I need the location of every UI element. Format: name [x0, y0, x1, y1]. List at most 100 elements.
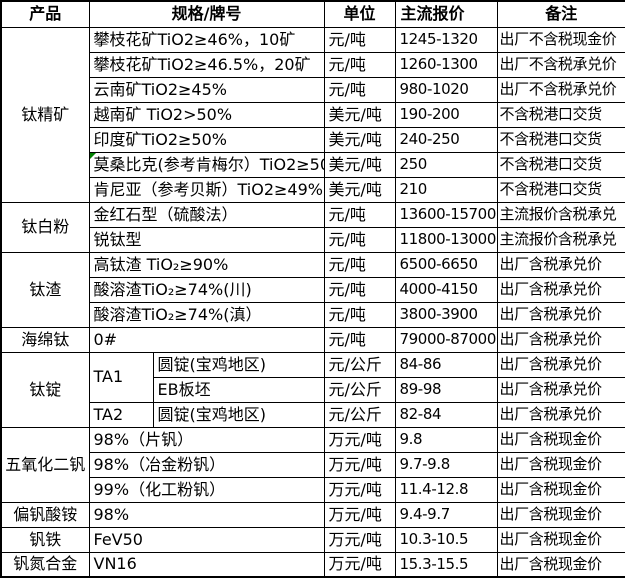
unit-cell: 美元/吨 [323, 151, 396, 178]
header-unit: 单位 [323, 0, 396, 28]
spec-cell: 越南矿 TiO2>50% [88, 101, 325, 128]
unit-cell: 美元/吨 [323, 126, 396, 153]
spec-cell: 印度矿TiO2≥50% [88, 126, 325, 153]
price-cell: 250 [394, 151, 498, 178]
price-cell: 9.4-9.7 [394, 501, 498, 528]
table-row: 海绵钛 0# 元/吨 79000-87000 出厂含税承兑价 [0, 326, 625, 353]
table-row: 钛锭 TA1 圆锭(宝鸡地区) 元/公斤 84-86 出厂含税承兑价 [0, 351, 625, 428]
product-cell: 偏钒酸铵 [0, 501, 90, 528]
product-cell: 海绵钛 [0, 326, 90, 353]
product-cell: 钛渣 [0, 251, 90, 328]
price-cell: 240-250 [394, 126, 498, 153]
spec-cell: 98% [88, 501, 325, 528]
spec-cell: 圆锭(宝鸡地区) [152, 401, 325, 428]
table-row: EB板坯 元/公斤 89-98 出厂含税承兑价 [1, 376, 625, 403]
table-row: 印度矿TiO2≥50% 美元/吨 240-250 不含税港口交货 [1, 126, 625, 153]
note-cell: 出厂不含税现金价 [496, 26, 625, 53]
price-cell: 9.8 [394, 426, 498, 453]
spec-cell: 金红石型（硫酸法） [88, 201, 325, 228]
unit-cell: 万元/吨 [323, 501, 396, 528]
price-cell: 82-84 [394, 401, 498, 428]
table-row: 莫桑比克(参考肯梅尔）TiO2≥50% 美元/吨 250 不含税港口交货 [1, 151, 625, 178]
unit-cell: 万元/吨 [323, 451, 396, 478]
price-cell: 11.4-12.8 [394, 476, 498, 503]
unit-cell: 元/公斤 [323, 351, 396, 378]
header-price: 主流报价 [394, 0, 498, 28]
price-cell: 210 [394, 176, 498, 203]
header-spec: 规格/牌号 [88, 0, 325, 28]
unit-cell: 万元/吨 [323, 551, 396, 578]
price-cell: 1245-1320 [394, 26, 498, 53]
header-note: 备注 [496, 0, 625, 28]
note-cell: 出厂含税承兑价 [496, 376, 625, 403]
table-row: 钛精矿 攀枝花矿TiO2≥46%，10矿 元/吨 1245-1320 出厂不含税… [0, 26, 625, 203]
unit-cell: 元/吨 [323, 276, 396, 303]
header-product: 产品 [0, 0, 90, 28]
unit-cell: 元/吨 [323, 301, 396, 328]
unit-cell: 美元/吨 [323, 176, 396, 203]
note-cell: 不含税港口交货 [496, 151, 625, 178]
spec-cell: 酸溶渣TiO₂≥74%(川) [88, 276, 325, 303]
header-row: 产品 规格/牌号 单位 主流报价 备注 [0, 0, 625, 28]
spec-cell: 0# [88, 326, 325, 353]
unit-cell: 万元/吨 [323, 426, 396, 453]
spec-cell: FeV50 [88, 526, 325, 553]
note-cell: 出厂含税现金价 [496, 551, 625, 578]
spec-cell: 锐钛型 [88, 226, 325, 253]
unit-cell: 元/吨 [323, 326, 396, 353]
note-cell: 出厂含税现金价 [496, 451, 625, 478]
table-row: 越南矿 TiO2>50% 美元/吨 190-200 不含税港口交货 [1, 101, 625, 128]
price-cell: 190-200 [394, 101, 498, 128]
spec-cell: 云南矿TiO2≥45% [88, 76, 325, 103]
product-cell: 钛锭 [0, 351, 90, 428]
note-cell: 出厂含税现金价 [496, 501, 625, 528]
price-cell: 1260-1300 [394, 51, 498, 78]
product-cell: 钛白粉 [0, 201, 90, 253]
spec-cell: 攀枝花矿TiO2≥46%，10矿 [88, 26, 325, 53]
price-cell: 980-1020 [394, 76, 498, 103]
note-cell: 主流报价含税承兑 [496, 201, 625, 228]
note-cell: 出厂不含税承兑价 [496, 76, 625, 103]
note-cell: 出厂含税承兑价 [496, 251, 625, 278]
table-row: 酸溶渣TiO₂≥74%(滇） 元/吨 3800-3900 出厂含税承兑价 [1, 301, 625, 328]
table-row: 钛渣 高钛渣 TiO₂≥90% 元/吨 6500-6650 出厂含税承兑价 [0, 251, 625, 328]
unit-cell: 元/吨 [323, 26, 396, 53]
note-cell: 出厂不含税承兑价 [496, 51, 625, 78]
note-cell: 出厂含税承兑价 [496, 301, 625, 328]
unit-cell: 元/公斤 [323, 376, 396, 403]
spec-cell: 圆锭(宝鸡地区) [152, 351, 325, 378]
spec-cell: 攀枝花矿TiO2≥46.5%，20矿 [88, 51, 325, 78]
unit-cell: 元/吨 [323, 226, 396, 253]
note-cell: 出厂含税现金价 [496, 476, 625, 503]
note-cell: 出厂含税承兑价 [496, 326, 625, 353]
table-row: 99%（化工粉钒） 万元/吨 11.4-12.8 出厂含税现金价 [1, 476, 625, 503]
note-cell: 出厂含税现金价 [496, 526, 625, 553]
table-row: 酸溶渣TiO₂≥74%(川) 元/吨 4000-4150 出厂含税承兑价 [1, 276, 625, 303]
unit-cell: 元/公斤 [323, 401, 396, 428]
grade-cell: TA2 [88, 401, 154, 428]
table-row: 偏钒酸铵 98% 万元/吨 9.4-9.7 出厂含税现金价 [0, 501, 625, 528]
table-row: 锐钛型 元/吨 11800-13000 主流报价含税承兑 [1, 226, 625, 253]
price-cell: 10.3-10.5 [394, 526, 498, 553]
table-row: 肯尼亚（参考贝斯）TiO2≥49% 美元/吨 210 不含税港口交货 [1, 176, 625, 203]
price-cell: 6500-6650 [394, 251, 498, 278]
price-cell: 11800-13000 [394, 226, 498, 253]
price-cell: 9.7-9.8 [394, 451, 498, 478]
table-row: 钒铁 FeV50 万元/吨 10.3-10.5 出厂含税现金价 [0, 526, 625, 553]
table-row: 攀枝花矿TiO2≥46.5%，20矿 元/吨 1260-1300 出厂不含税承兑… [1, 51, 625, 78]
table-row: TA2 圆锭(宝鸡地区) 元/公斤 82-84 出厂含税承兑价 [1, 401, 625, 428]
unit-cell: 万元/吨 [323, 476, 396, 503]
product-cell: 五氧化二钒 [0, 426, 90, 503]
unit-cell: 元/吨 [323, 76, 396, 103]
unit-cell: 元/吨 [323, 201, 396, 228]
spec-cell-with-comment: 莫桑比克(参考肯梅尔）TiO2≥50% [88, 151, 325, 178]
note-cell: 不含税港口交货 [496, 101, 625, 128]
price-cell: 84-86 [394, 351, 498, 378]
grade-cell: TA1 [88, 351, 154, 403]
product-cell: 钒氮合金 [0, 551, 90, 578]
price-cell: 79000-87000 [394, 326, 498, 353]
spec-cell: EB板坯 [152, 376, 325, 403]
price-cell: 89-98 [394, 376, 498, 403]
note-cell: 不含税港口交货 [496, 126, 625, 153]
